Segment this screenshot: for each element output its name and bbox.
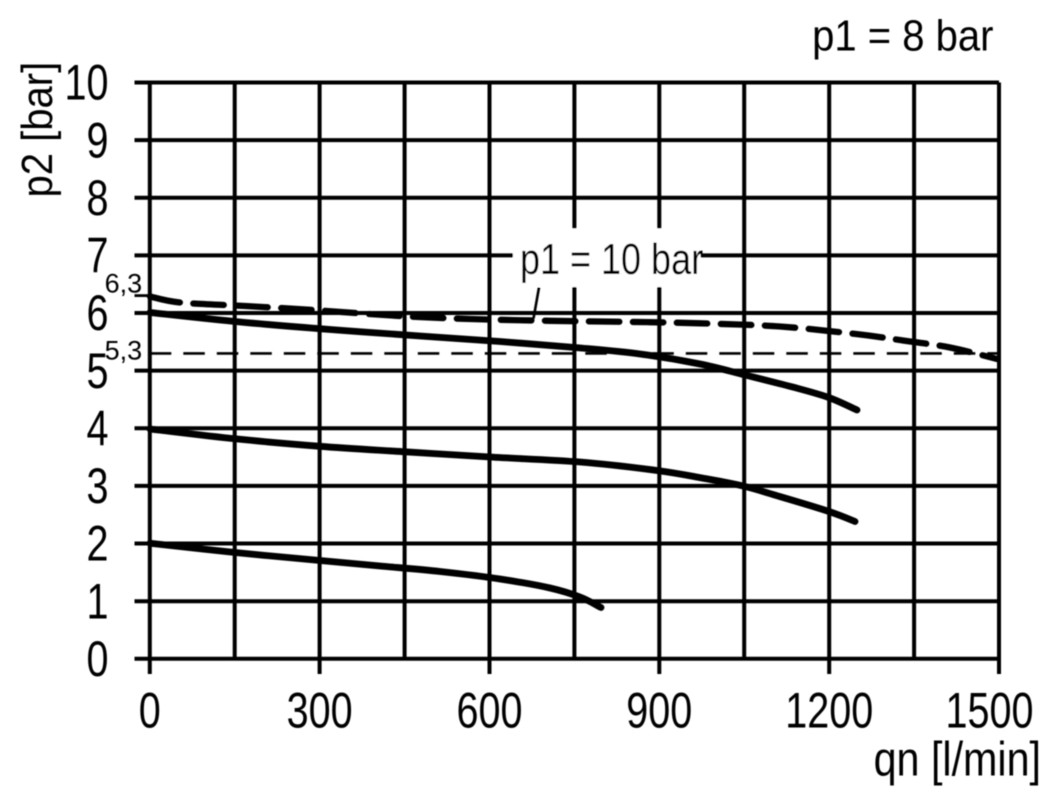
svg-text:9: 9 bbox=[86, 112, 108, 169]
svg-text:p1 = 8 bar: p1 = 8 bar bbox=[812, 11, 993, 60]
svg-text:600: 600 bbox=[457, 682, 523, 739]
svg-text:900: 900 bbox=[626, 682, 692, 739]
svg-text:0: 0 bbox=[139, 682, 161, 739]
svg-text:1200: 1200 bbox=[785, 682, 873, 739]
svg-text:7: 7 bbox=[86, 227, 108, 284]
svg-text:0: 0 bbox=[86, 630, 108, 687]
svg-text:2: 2 bbox=[86, 515, 108, 572]
svg-text:5: 5 bbox=[86, 342, 108, 399]
svg-text:6,3: 6,3 bbox=[105, 269, 143, 299]
svg-text:p1 = 10 bar: p1 = 10 bar bbox=[520, 234, 703, 283]
svg-text:6: 6 bbox=[86, 285, 108, 342]
svg-text:1500: 1500 bbox=[945, 682, 1033, 739]
svg-text:3: 3 bbox=[86, 457, 108, 514]
svg-text:5,3: 5,3 bbox=[105, 336, 143, 366]
svg-text:p2 [bar]: p2 [bar] bbox=[12, 62, 61, 198]
svg-text:4: 4 bbox=[86, 400, 108, 457]
svg-text:10: 10 bbox=[64, 54, 108, 111]
svg-text:300: 300 bbox=[287, 682, 353, 739]
svg-text:1: 1 bbox=[86, 573, 108, 630]
svg-text:8: 8 bbox=[86, 169, 108, 226]
svg-text:qn [l/min]: qn [l/min] bbox=[874, 733, 1041, 787]
